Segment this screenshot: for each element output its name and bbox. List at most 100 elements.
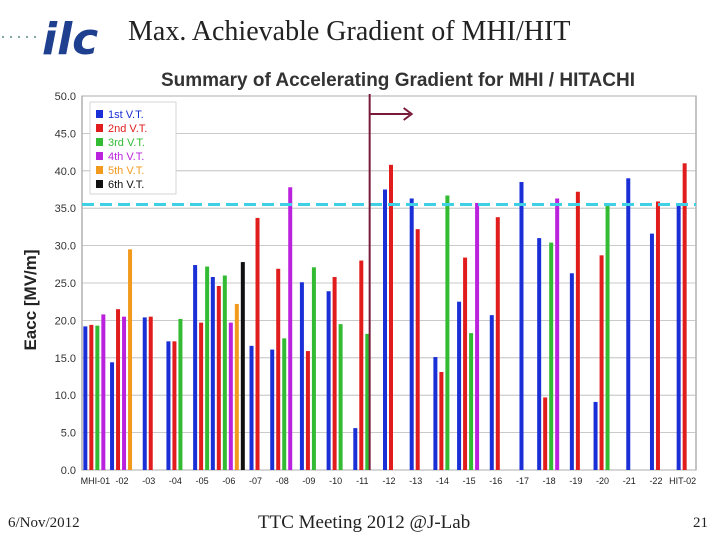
legend-label: 3rd V.T. <box>108 137 145 149</box>
legend-swatch <box>96 138 103 146</box>
bar <box>365 333 370 470</box>
legend-label: 1st V.T. <box>108 109 144 121</box>
bar <box>457 301 462 470</box>
bar <box>193 265 198 470</box>
bar <box>89 324 94 470</box>
legend-swatch <box>96 152 103 160</box>
bar <box>409 198 414 470</box>
y-tick-label: 15.0 <box>55 353 76 365</box>
bar <box>415 229 420 470</box>
legend-label: 4th V.T. <box>108 151 144 163</box>
bar <box>543 397 548 470</box>
bar <box>389 164 393 470</box>
bar <box>475 202 480 471</box>
gradient-bar-chart: Summary of Accelerating Gradient for MHI… <box>21 70 697 486</box>
bar <box>299 282 304 470</box>
ilc-logo: ilc <box>42 14 98 65</box>
legend-label: 2nd V.T. <box>108 123 147 135</box>
bar <box>489 315 494 470</box>
legend-box <box>89 101 177 195</box>
bar <box>178 318 183 470</box>
x-tick-label: -08 <box>276 476 289 486</box>
bar <box>575 191 580 470</box>
y-tick-label: 45.0 <box>55 128 76 140</box>
bar <box>537 238 542 470</box>
legend-swatch <box>96 110 103 118</box>
y-tick-label: 5.0 <box>61 428 76 440</box>
bar <box>463 257 468 470</box>
bar <box>305 351 310 470</box>
y-axis-label: Eacc [MV/m] <box>21 249 40 350</box>
bar <box>353 428 358 470</box>
x-tick-label: -20 <box>596 476 609 486</box>
bar <box>495 217 500 470</box>
y-tick-label: 50.0 <box>55 91 76 103</box>
x-tick-label: -21 <box>623 476 636 486</box>
bar <box>216 285 221 470</box>
x-tick-label: -10 <box>329 476 342 486</box>
x-tick-label: -07 <box>249 476 262 486</box>
x-tick-label: -03 <box>142 476 155 486</box>
logo-text: ilc <box>42 14 98 65</box>
bar <box>445 195 450 470</box>
bar <box>626 178 631 470</box>
bar <box>276 268 281 470</box>
bar <box>205 266 210 470</box>
bar <box>148 316 153 470</box>
legend-label: 5th V.T. <box>108 165 144 177</box>
bar <box>326 291 331 470</box>
bar <box>228 322 233 470</box>
bar <box>439 372 444 470</box>
y-tick-label: 10.0 <box>55 390 76 402</box>
y-tick-label: 25.0 <box>55 278 76 290</box>
x-tick-label: -05 <box>196 476 209 486</box>
bar <box>210 277 215 470</box>
y-tick-label: 30.0 <box>55 241 76 253</box>
bar <box>311 267 316 470</box>
x-tick-label: -11 <box>356 476 368 486</box>
divider-arrow-head <box>403 107 414 121</box>
bar <box>270 349 275 470</box>
bar <box>128 249 133 470</box>
x-tick-label: -22 <box>649 476 662 486</box>
bar <box>116 309 121 470</box>
bar <box>122 316 127 470</box>
y-tick-label: 20.0 <box>55 315 76 327</box>
bar <box>682 163 687 470</box>
bar <box>282 338 287 470</box>
bar <box>83 326 88 470</box>
x-tick-label: -04 <box>169 476 182 486</box>
bar <box>166 341 171 470</box>
bar <box>142 317 147 470</box>
bar <box>655 201 660 470</box>
bar <box>249 345 254 470</box>
legend-swatch <box>96 166 103 174</box>
bar <box>433 357 438 470</box>
bar <box>383 189 387 470</box>
y-tick-label: 0.0 <box>61 465 76 477</box>
legend-swatch <box>96 124 103 132</box>
bar <box>222 275 227 470</box>
x-tick-label: -14 <box>436 476 449 486</box>
bar <box>676 205 681 470</box>
legend-label: 6th V.T. <box>108 179 144 191</box>
bar <box>555 198 560 470</box>
decorative-dots <box>1 35 37 39</box>
x-tick-label: HIT-02 <box>669 476 696 486</box>
bar <box>255 217 260 470</box>
bar <box>649 233 654 470</box>
bar <box>101 314 106 470</box>
page-number: 21 <box>693 515 708 531</box>
x-tick-label: -13 <box>409 476 422 486</box>
y-axis-label-text: Eacc [MV/m] <box>21 249 40 350</box>
x-tick-label: -17 <box>516 476 529 486</box>
x-tick-label: -06 <box>222 476 235 486</box>
slide-title: Max. Achievable Gradient of MHI/HIT <box>128 16 571 47</box>
bar <box>240 262 245 470</box>
chart-title: Summary of Accelerating Gradient for MHI… <box>161 70 635 91</box>
bar <box>95 325 100 470</box>
x-tick-label: -12 <box>382 476 395 486</box>
bar <box>599 255 604 470</box>
bar <box>332 277 337 470</box>
footer-event: TTC Meeting 2012 @J-Lab <box>258 512 471 533</box>
